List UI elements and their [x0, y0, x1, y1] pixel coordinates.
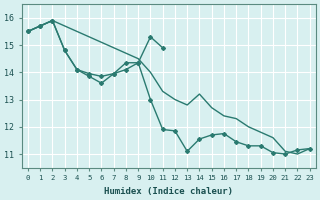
X-axis label: Humidex (Indice chaleur): Humidex (Indice chaleur) — [104, 187, 233, 196]
